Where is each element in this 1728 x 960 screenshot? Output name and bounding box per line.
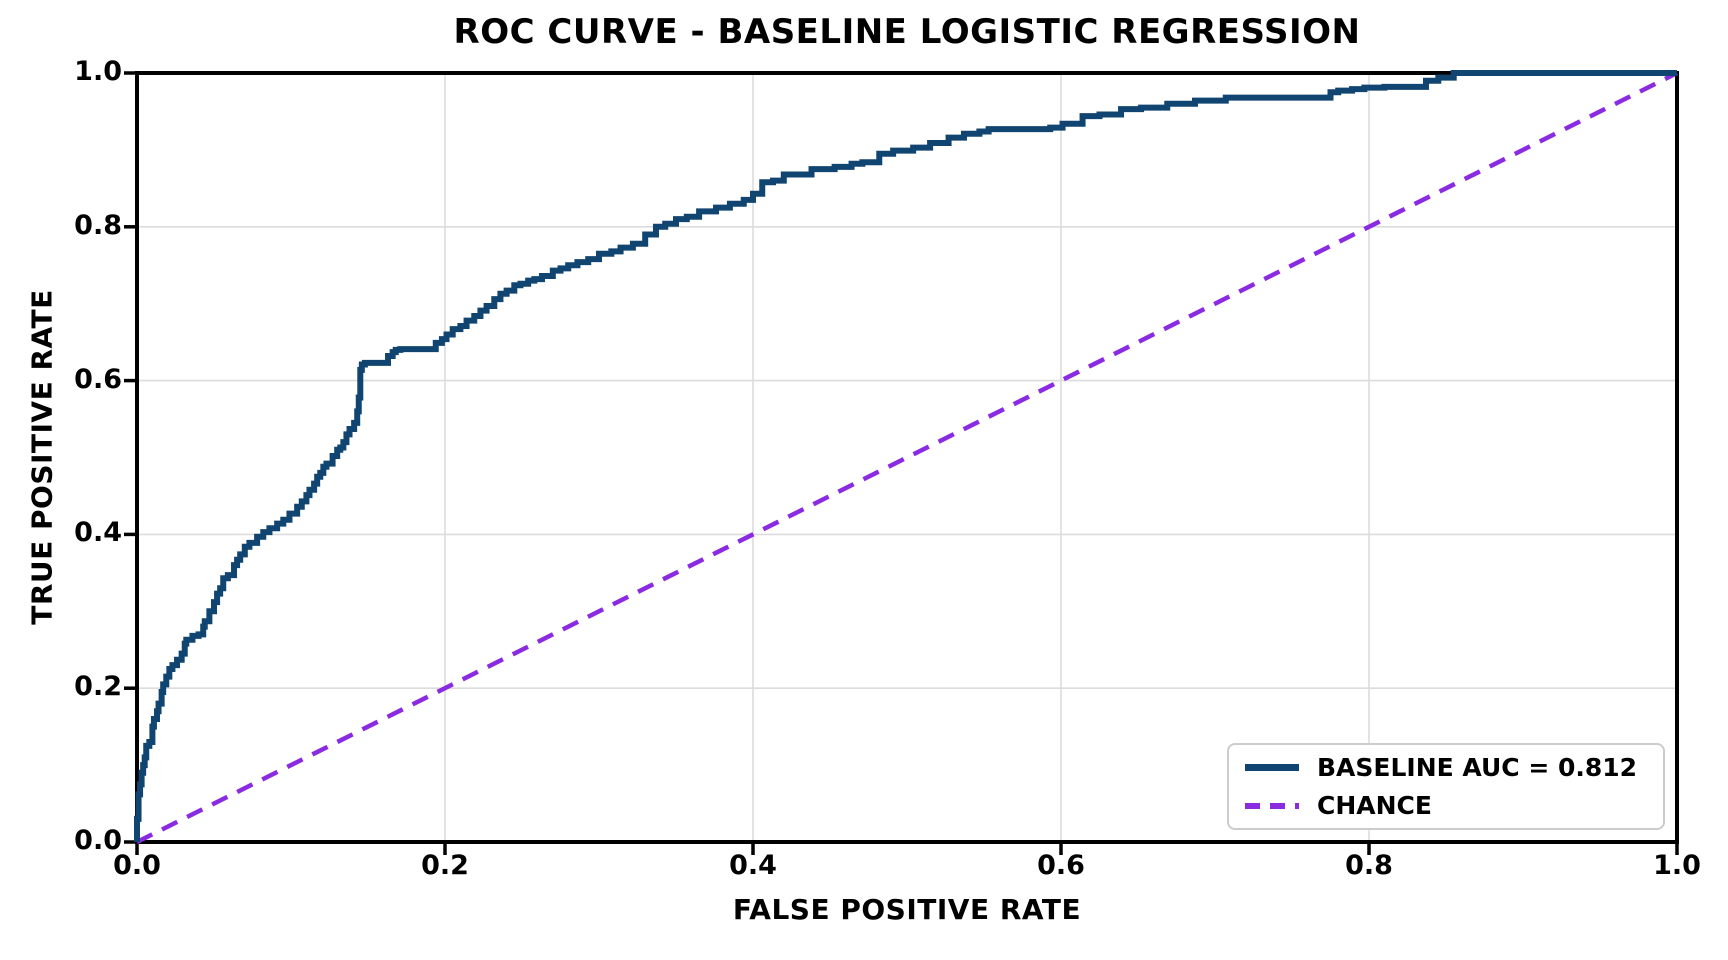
- y-axis-label: TRUE POSITIVE RATE: [25, 289, 59, 625]
- baseline-line-sample: [1245, 764, 1299, 771]
- x-tick-label: 0.8: [1345, 850, 1393, 881]
- y-tick-label: 0.6: [74, 363, 122, 395]
- plot-frame: [135, 71, 1679, 844]
- x-tick-label: 0.2: [421, 850, 469, 881]
- x-tick-label: 0.4: [729, 850, 777, 881]
- x-tick-label: 0.0: [113, 850, 161, 881]
- x-tick-label: 0.6: [1037, 850, 1085, 881]
- legend-item-chance: CHANCE: [1245, 791, 1663, 820]
- chance-line-sample: [1245, 802, 1299, 809]
- y-tick-label: 1.0: [74, 56, 122, 87]
- x-tick-label: 1.0: [1653, 850, 1701, 881]
- legend: BASELINE AUC = 0.812 CHANCE: [1227, 743, 1665, 830]
- roc-curve-line: [134, 70, 1677, 842]
- y-tick-label: 0.8: [74, 209, 122, 241]
- y-tick-label: 0.2: [74, 671, 122, 703]
- chart-title: ROC CURVE - BASELINE LOGISTIC REGRESSION: [453, 12, 1361, 52]
- legend-label-chance: CHANCE: [1317, 791, 1432, 820]
- chance-line: [135, 70, 1679, 845]
- x-axis-label: FALSE POSITIVE RATE: [732, 893, 1082, 926]
- legend-label-baseline: BASELINE AUC = 0.812: [1317, 753, 1638, 782]
- y-tick-label: 0.4: [74, 517, 122, 549]
- y-tick-label: 0.0: [74, 825, 122, 856]
- legend-item-baseline: BASELINE AUC = 0.812: [1245, 753, 1663, 782]
